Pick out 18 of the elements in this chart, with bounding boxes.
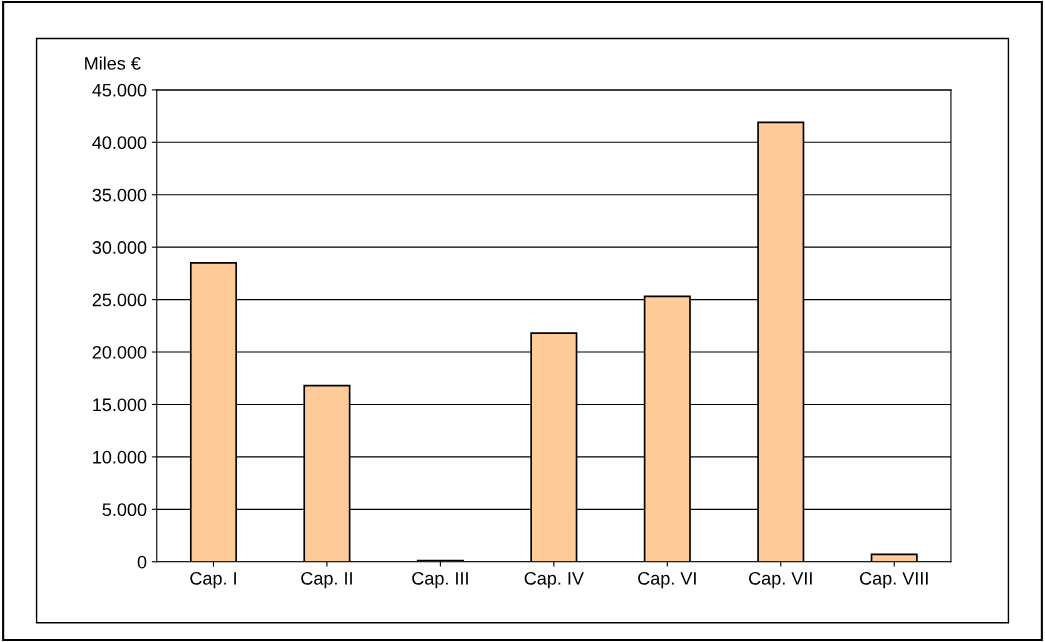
y-tick-label: 10.000	[93, 450, 147, 464]
y-axis-title: Miles €	[85, 56, 141, 70]
x-tick-label: Cap. I	[190, 571, 236, 589]
x-tick-label: Cap. III	[412, 571, 468, 589]
y-tick-label: 15.000	[93, 398, 147, 412]
x-tick-label: Cap. VII	[749, 571, 812, 589]
y-tick-label: 30.000	[92, 241, 147, 254]
y-tick-label: 35.000	[92, 188, 147, 202]
y-tick-label: 40.000	[92, 136, 147, 150]
x-tick-label: Cap. IV	[524, 571, 584, 589]
x-tick-label: Cap. II	[301, 571, 352, 589]
y-tick-label: 25.000	[92, 293, 147, 307]
y-tick-label: 45.000	[92, 83, 147, 97]
y-tick-label: 0	[137, 555, 147, 569]
x-tick-label: Cap. VI	[638, 571, 696, 589]
x-tick-label: Cap. VIII	[860, 571, 928, 589]
y-tick-label: 5.000	[102, 503, 147, 517]
y-tick-label: 20.000	[92, 345, 147, 359]
